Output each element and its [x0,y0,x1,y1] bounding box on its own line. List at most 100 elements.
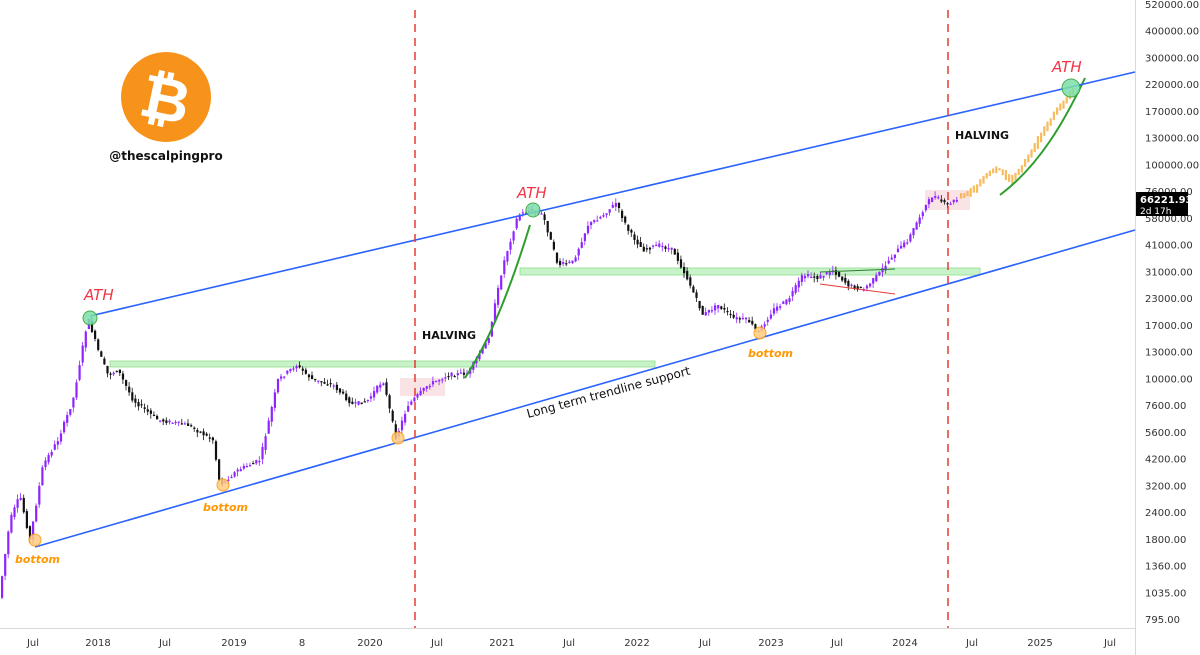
price-tick-label: 170000.00 [1145,107,1199,118]
projection-candle [1004,169,1007,181]
ath-marker-2017 [82,310,98,326]
candle-body [738,318,741,320]
price-tick-label: 795.00 [1145,615,1180,626]
candle-body [47,454,50,463]
time-tick-label: Jul [965,638,978,649]
time-axis: Jul 2018 Jul 2019 8 2020 Jul 2021 Jul 2022 Jul 2023… [26,638,1116,649]
candle-body [726,310,729,313]
projection-candle [1052,111,1055,121]
candle-body [320,381,323,383]
projection-candle [1036,136,1039,150]
candle-body [255,460,258,464]
candle-body [943,200,946,203]
candle-body [937,197,940,199]
candle-body [710,310,714,312]
projection-candle [979,179,982,187]
candle-body [435,380,438,383]
channel-upper-line [89,71,1136,317]
candle-body [125,380,128,386]
time-tick-label: 2023 [758,638,783,649]
candle-body [13,507,16,518]
candle-body [360,402,363,405]
bottom-label-2022: bottom [748,347,793,360]
candle-body [698,301,701,309]
candle-body [921,212,924,217]
candle-body [546,221,549,233]
candle-body [658,243,661,247]
candle-body [311,375,314,380]
candle-body [834,270,838,275]
candle-body [881,268,884,273]
candle-body [28,526,32,540]
projection-candle [995,166,998,174]
candle-body [56,441,59,445]
candle-body [794,285,797,293]
candle-body [518,214,521,221]
candle-body [763,324,766,327]
candle-body [896,248,900,253]
candle-body [354,402,357,404]
candle-body [633,234,636,240]
candlestick-series [1,191,958,600]
candle-body [828,272,831,275]
time-tick-label: 2020 [357,638,382,649]
candle-body [915,222,918,230]
candle-body [69,409,72,415]
candle-countdown: 2d 17h [1140,207,1171,217]
projection-candle [1030,149,1033,158]
candle-body [807,274,810,277]
candle-body [884,265,887,271]
candle-body [32,521,35,540]
candle-body [621,210,624,219]
time-tick-label: Jul [830,638,843,649]
candle-body [4,554,7,576]
candle-body [270,407,273,422]
bottom-label-2017: bottom [15,553,60,566]
candle-body [611,204,614,208]
candle-body [459,372,462,374]
candle-body [63,421,66,433]
price-tick-label: 220000.00 [1145,80,1199,91]
candle-body [143,407,146,409]
candle-body [307,374,311,378]
candle-body [720,306,723,309]
candle-body [785,299,788,305]
candle-body [683,266,686,274]
candle-body [211,437,214,441]
candle-body [955,200,958,202]
price-tick-label: 7600.00 [1145,401,1186,412]
time-tick-label: 2025 [1027,638,1052,649]
candle-body [81,345,84,363]
projection-candle [969,187,972,197]
candle-body [1,576,4,598]
candle-body [84,331,87,348]
candle-body [692,286,695,293]
candle-body [509,241,512,250]
candle-body [348,397,351,404]
candle-body [196,429,199,433]
candle-body [239,469,242,472]
projection-candle [1040,132,1043,143]
candle-body [906,242,909,244]
candle-body [242,465,245,469]
candle-body [689,277,692,286]
candle-body [323,381,326,384]
candle-body [385,382,388,395]
candle-body [376,385,379,393]
candle-body [338,388,342,393]
candle-body [351,401,354,404]
candle-body [177,421,180,423]
candle-body [590,221,593,226]
candle-body [946,203,949,205]
candle-body [121,373,125,380]
candle-body [236,469,239,472]
candle-body [791,291,794,297]
candle-body [335,384,338,391]
candle-body [332,385,335,387]
candle-body [549,232,552,240]
candle-body [949,203,952,205]
candle-body [574,257,577,262]
candle-body [859,286,862,289]
candle-body [214,441,218,460]
candle-body [559,261,562,266]
